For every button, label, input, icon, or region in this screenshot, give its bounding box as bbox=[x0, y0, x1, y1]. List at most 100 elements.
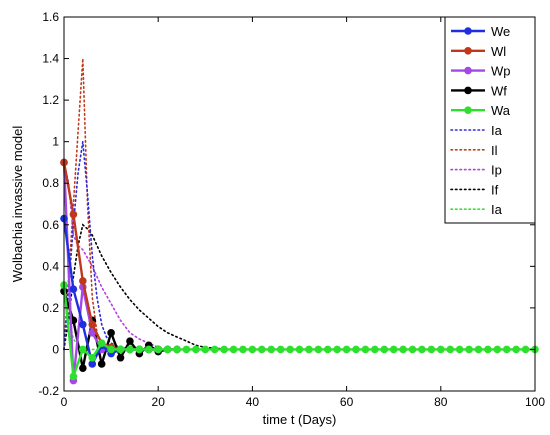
series-point bbox=[229, 345, 238, 354]
series-point bbox=[512, 345, 520, 354]
series-point bbox=[88, 353, 97, 362]
y-tick-label: 0.8 bbox=[42, 176, 59, 190]
series-point bbox=[258, 345, 266, 354]
series-point bbox=[352, 345, 360, 354]
series-point bbox=[201, 345, 210, 354]
series-point bbox=[79, 364, 87, 372]
legend-label: If bbox=[491, 182, 499, 197]
series-point bbox=[446, 345, 455, 354]
series-point bbox=[154, 345, 162, 354]
legend: We Wl Wp Wf Wa Ia Il Ip If Ia bbox=[444, 16, 536, 224]
series-point bbox=[521, 345, 530, 354]
y-axis-label: Wolbachia invassive model bbox=[10, 126, 25, 283]
legend-marker bbox=[464, 106, 472, 114]
x-tick-label: 80 bbox=[434, 395, 448, 409]
series-point bbox=[116, 345, 125, 354]
axis-ticks: 0 20 40 60 80 100-0.200.20.40.60.811.21.41.6 bbox=[38, 10, 545, 409]
legend-label: Ia bbox=[491, 123, 503, 138]
series-point bbox=[427, 345, 436, 354]
y-tick-label: 0.2 bbox=[42, 301, 59, 315]
series-point bbox=[286, 345, 294, 354]
series-point bbox=[484, 345, 492, 354]
series-point bbox=[88, 329, 97, 337]
legend-item: Ia bbox=[450, 123, 503, 138]
legend-item: Wa bbox=[451, 103, 511, 118]
series-point bbox=[79, 320, 87, 329]
legend-item: Ia bbox=[450, 202, 503, 217]
x-tick-label: 20 bbox=[152, 395, 166, 409]
series-point bbox=[69, 210, 78, 219]
series-point bbox=[163, 345, 172, 354]
series-point bbox=[493, 345, 502, 354]
y-tick-label: 1.2 bbox=[42, 93, 59, 107]
y-tick-label: 1.4 bbox=[42, 52, 59, 66]
series-point bbox=[305, 345, 313, 354]
series-point bbox=[474, 345, 483, 354]
series-line bbox=[63, 223, 230, 351]
series-point bbox=[276, 345, 285, 354]
series-point bbox=[116, 353, 125, 362]
series-point bbox=[389, 345, 398, 354]
series-point bbox=[107, 345, 115, 354]
series-lines bbox=[60, 58, 539, 385]
series-point bbox=[69, 372, 78, 381]
legend-marker bbox=[464, 27, 472, 35]
series-point bbox=[107, 329, 115, 337]
series-point bbox=[79, 277, 87, 285]
legend-item: Wl bbox=[451, 44, 506, 59]
legend-item: We bbox=[451, 24, 510, 39]
series-point bbox=[88, 360, 97, 368]
series-point bbox=[210, 345, 219, 354]
series-il-6 bbox=[63, 58, 131, 351]
series-point bbox=[97, 360, 106, 368]
x-tick-label: 100 bbox=[525, 395, 545, 409]
series-line bbox=[62, 162, 159, 351]
series-point bbox=[88, 320, 97, 329]
legend-label: We bbox=[491, 24, 510, 39]
series-point bbox=[135, 345, 144, 354]
x-tick-label: 0 bbox=[61, 395, 68, 409]
legend-box bbox=[444, 16, 536, 224]
x-tick-label: 40 bbox=[246, 395, 260, 409]
x-axis-label: time t (Days) bbox=[263, 412, 337, 427]
series-point bbox=[182, 345, 191, 354]
y-tick-label: -0.2 bbox=[38, 384, 59, 398]
legend-label: Il bbox=[491, 143, 498, 158]
series-point bbox=[267, 345, 276, 354]
series-line bbox=[63, 58, 131, 351]
legend-item: Wp bbox=[451, 64, 511, 79]
series-point bbox=[465, 345, 473, 354]
legend-item: Il bbox=[450, 143, 498, 158]
series-point bbox=[437, 345, 445, 354]
series-point bbox=[323, 345, 332, 354]
legend-label: Wp bbox=[491, 64, 511, 79]
y-tick-label: 0 bbox=[52, 342, 59, 356]
series-point bbox=[342, 345, 351, 354]
series-point bbox=[380, 345, 389, 354]
y-tick-label: 0.6 bbox=[42, 218, 59, 232]
legend-label: Wl bbox=[491, 44, 506, 59]
legend-label: Wf bbox=[491, 83, 507, 98]
series-line bbox=[62, 284, 535, 378]
series-point bbox=[126, 337, 134, 345]
series-point bbox=[248, 345, 257, 354]
legend-label: Wa bbox=[491, 103, 511, 118]
series-wl-1 bbox=[60, 158, 162, 354]
x-tick-label: 60 bbox=[340, 395, 354, 409]
series-point bbox=[220, 345, 228, 354]
series-point bbox=[314, 345, 323, 354]
legend-label: Ia bbox=[491, 202, 503, 217]
legend-marker bbox=[464, 47, 472, 55]
legend-marker bbox=[464, 66, 472, 75]
legend-label: Ip bbox=[491, 163, 502, 178]
series-point bbox=[97, 339, 106, 348]
series-point bbox=[408, 345, 417, 354]
series-point bbox=[333, 345, 341, 354]
series-point bbox=[79, 345, 87, 354]
y-tick-label: 1.6 bbox=[42, 10, 59, 24]
series-point bbox=[418, 345, 426, 354]
y-tick-label: 1 bbox=[52, 135, 59, 149]
series-point bbox=[69, 285, 78, 293]
series-point bbox=[371, 345, 379, 354]
series-point bbox=[144, 345, 153, 354]
